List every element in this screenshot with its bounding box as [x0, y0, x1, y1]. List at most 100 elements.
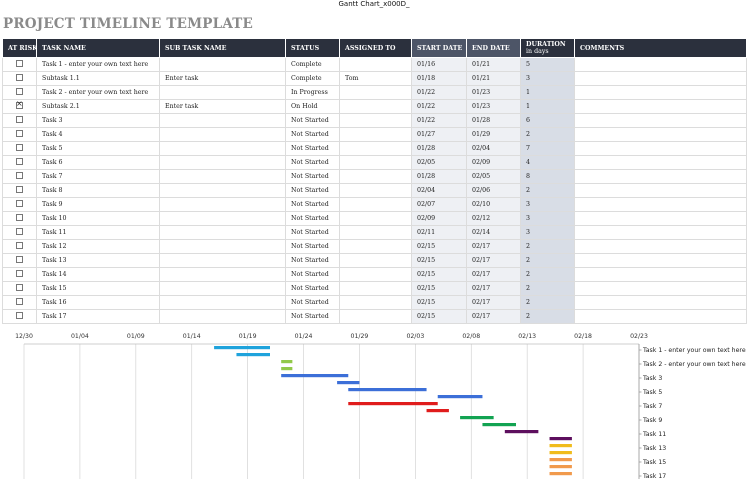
end-date-cell[interactable]: 02/09: [466, 155, 521, 170]
duration-cell[interactable]: 1: [520, 99, 575, 114]
start-date-cell[interactable]: 01/18: [411, 71, 467, 86]
sub-task-cell[interactable]: [159, 309, 286, 324]
end-date-cell[interactable]: 02/17: [466, 239, 521, 254]
task-name-cell[interactable]: Subtask 2.1: [36, 99, 160, 114]
duration-cell[interactable]: 4: [520, 155, 575, 170]
sub-task-cell[interactable]: [159, 113, 286, 128]
task-name-cell[interactable]: Task 8: [36, 183, 160, 198]
end-date-cell[interactable]: 02/10: [466, 197, 521, 212]
status-cell[interactable]: Not Started: [285, 267, 340, 282]
col-task-name[interactable]: TASK NAME: [36, 38, 160, 58]
sub-task-cell[interactable]: [159, 239, 286, 254]
at-risk-checkbox[interactable]: [16, 311, 23, 319]
at-risk-checkbox[interactable]: [16, 59, 23, 67]
task-name-cell[interactable]: Task 9: [36, 197, 160, 212]
duration-cell[interactable]: 2: [520, 127, 575, 142]
sub-task-cell[interactable]: [159, 295, 286, 310]
comments-cell[interactable]: [574, 127, 747, 142]
status-cell[interactable]: Complete: [285, 57, 340, 72]
end-date-cell[interactable]: 01/29: [466, 127, 521, 142]
status-cell[interactable]: Not Started: [285, 281, 340, 296]
task-name-cell[interactable]: Task 3: [36, 113, 160, 128]
assigned-cell[interactable]: [339, 211, 412, 226]
start-date-cell[interactable]: 01/28: [411, 169, 467, 184]
comments-cell[interactable]: [574, 85, 747, 100]
at-risk-checkbox[interactable]: [16, 283, 23, 291]
at-risk-checkbox[interactable]: [16, 297, 23, 305]
sub-task-cell[interactable]: [159, 253, 286, 268]
comments-cell[interactable]: [574, 295, 747, 310]
assigned-cell[interactable]: [339, 127, 412, 142]
duration-cell[interactable]: 7: [520, 141, 575, 156]
col-sub-task-name[interactable]: SUB TASK NAME: [159, 38, 286, 58]
duration-cell[interactable]: 2: [520, 239, 575, 254]
comments-cell[interactable]: [574, 253, 747, 268]
assigned-cell[interactable]: [339, 309, 412, 324]
sub-task-cell[interactable]: Enter task: [159, 71, 286, 86]
duration-cell[interactable]: 6: [520, 113, 575, 128]
comments-cell[interactable]: [574, 99, 747, 114]
status-cell[interactable]: Not Started: [285, 155, 340, 170]
sub-task-cell[interactable]: [159, 281, 286, 296]
end-date-cell[interactable]: 02/17: [466, 267, 521, 282]
start-date-cell[interactable]: 02/15: [411, 281, 467, 296]
task-name-cell[interactable]: Task 16: [36, 295, 160, 310]
at-risk-checkbox[interactable]: [16, 199, 23, 207]
end-date-cell[interactable]: 02/06: [466, 183, 521, 198]
assigned-cell[interactable]: [339, 281, 412, 296]
sub-task-cell[interactable]: [159, 155, 286, 170]
at-risk-checkbox[interactable]: [16, 115, 23, 123]
duration-cell[interactable]: 8: [520, 169, 575, 184]
end-date-cell[interactable]: 02/05: [466, 169, 521, 184]
comments-cell[interactable]: [574, 155, 747, 170]
start-date-cell[interactable]: 01/22: [411, 85, 467, 100]
at-risk-checkbox[interactable]: [16, 73, 23, 81]
end-date-cell[interactable]: 01/21: [466, 71, 521, 86]
status-cell[interactable]: Not Started: [285, 127, 340, 142]
status-cell[interactable]: Not Started: [285, 225, 340, 240]
start-date-cell[interactable]: 02/15: [411, 267, 467, 282]
status-cell[interactable]: Not Started: [285, 211, 340, 226]
start-date-cell[interactable]: 02/09: [411, 211, 467, 226]
sub-task-cell[interactable]: [159, 225, 286, 240]
comments-cell[interactable]: [574, 183, 747, 198]
comments-cell[interactable]: [574, 267, 747, 282]
duration-cell[interactable]: 2: [520, 295, 575, 310]
duration-cell[interactable]: 2: [520, 267, 575, 282]
start-date-cell[interactable]: 01/16: [411, 57, 467, 72]
end-date-cell[interactable]: 02/04: [466, 141, 521, 156]
end-date-cell[interactable]: 02/14: [466, 225, 521, 240]
duration-cell[interactable]: 3: [520, 225, 575, 240]
at-risk-checkbox[interactable]: [16, 129, 23, 137]
duration-cell[interactable]: 2: [520, 309, 575, 324]
duration-cell[interactable]: 3: [520, 211, 575, 226]
sub-task-cell[interactable]: [159, 169, 286, 184]
status-cell[interactable]: Not Started: [285, 239, 340, 254]
col-end-date[interactable]: END DATE: [466, 38, 521, 58]
comments-cell[interactable]: [574, 71, 747, 86]
sub-task-cell[interactable]: [159, 127, 286, 142]
at-risk-checkbox[interactable]: [16, 213, 23, 221]
comments-cell[interactable]: [574, 197, 747, 212]
duration-cell[interactable]: 2: [520, 281, 575, 296]
comments-cell[interactable]: [574, 309, 747, 324]
status-cell[interactable]: Not Started: [285, 141, 340, 156]
end-date-cell[interactable]: 02/12: [466, 211, 521, 226]
task-name-cell[interactable]: Task 6: [36, 155, 160, 170]
col-assigned-to[interactable]: ASSIGNED TO: [339, 38, 412, 58]
assigned-cell[interactable]: [339, 267, 412, 282]
at-risk-checkbox[interactable]: [16, 241, 23, 249]
sub-task-cell[interactable]: [159, 85, 286, 100]
assigned-cell[interactable]: [339, 99, 412, 114]
task-name-cell[interactable]: Task 14: [36, 267, 160, 282]
at-risk-checkbox[interactable]: [16, 255, 23, 263]
task-name-cell[interactable]: Task 10: [36, 211, 160, 226]
at-risk-checkbox[interactable]: [16, 269, 23, 277]
col-comments[interactable]: COMMENTS: [574, 38, 747, 58]
sub-task-cell[interactable]: [159, 183, 286, 198]
status-cell[interactable]: Not Started: [285, 169, 340, 184]
task-name-cell[interactable]: Task 4: [36, 127, 160, 142]
comments-cell[interactable]: [574, 113, 747, 128]
status-cell[interactable]: Not Started: [285, 295, 340, 310]
at-risk-checkbox[interactable]: [16, 87, 23, 95]
